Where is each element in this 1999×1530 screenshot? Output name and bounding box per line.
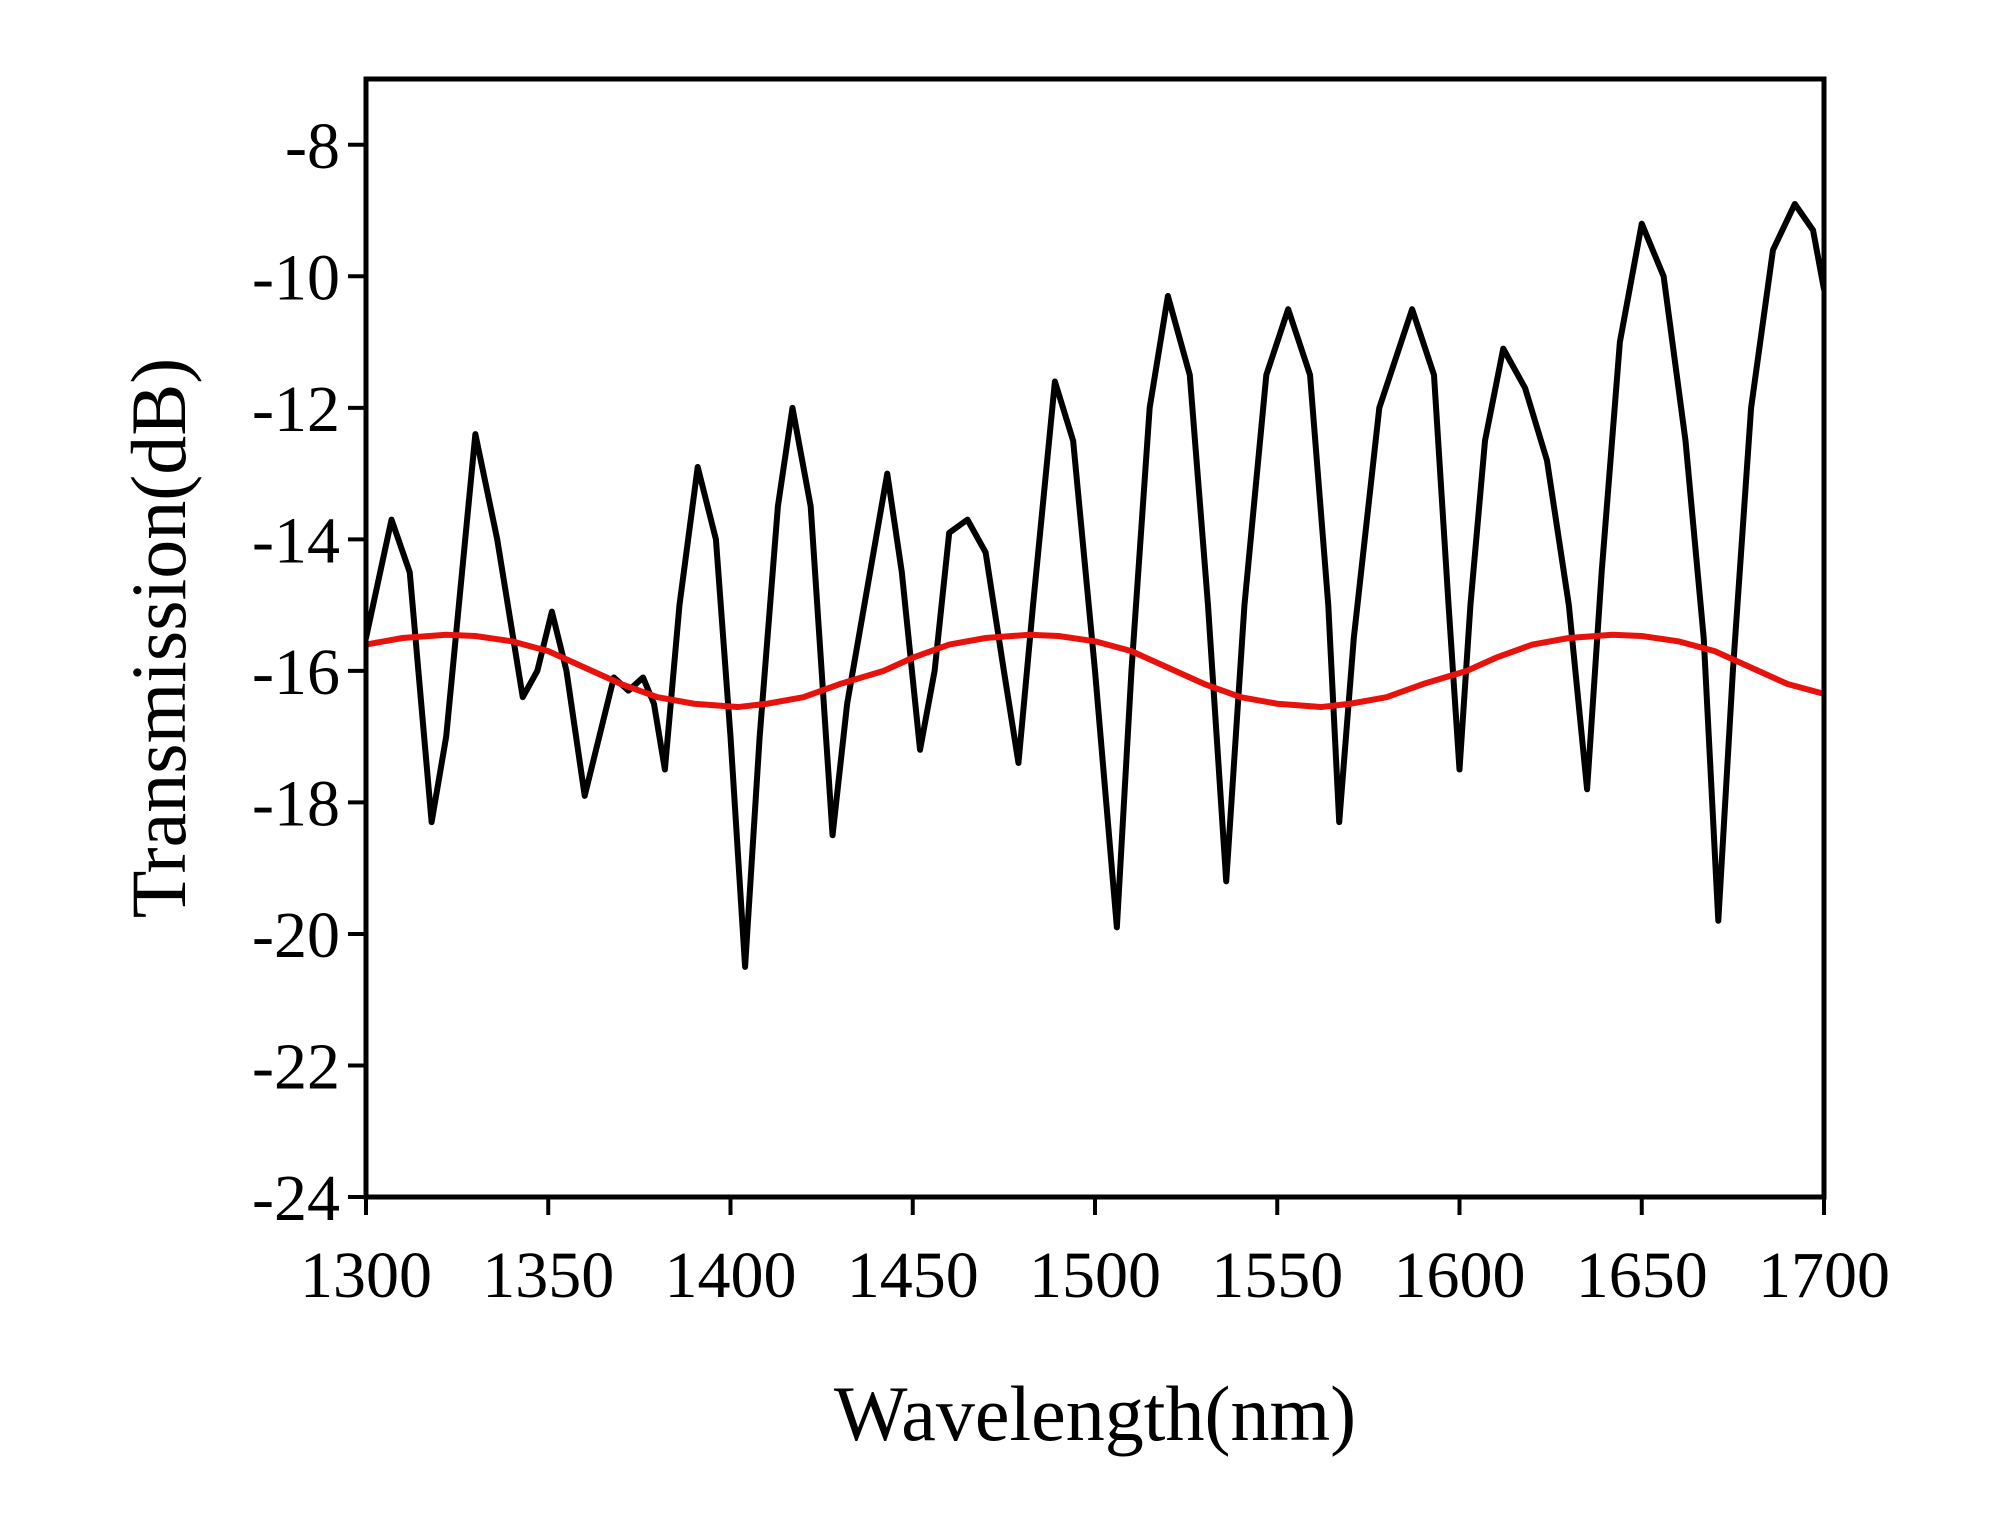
x-tick-label: 1350 (482, 1239, 614, 1312)
y-tick-label: -10 (252, 241, 340, 314)
x-tick-label: 1700 (1758, 1239, 1890, 1312)
x-tick-label: 1300 (300, 1239, 432, 1312)
plot-frame (363, 76, 1827, 1200)
series-line (366, 631, 1824, 711)
x-tick-label: 1550 (1211, 1239, 1343, 1312)
series-line (366, 200, 1824, 970)
x-tick-label: 1450 (847, 1239, 979, 1312)
x-tick-label: 1600 (1394, 1239, 1526, 1312)
y-tick-label: -12 (252, 373, 340, 446)
y-tick-label: -22 (252, 1030, 340, 1103)
y-tick-label: -8 (285, 110, 340, 183)
y-axis-title: Transmission(dB) (115, 358, 202, 919)
y-tick-label: -16 (252, 636, 340, 709)
x-tick-label: 1400 (665, 1239, 797, 1312)
y-tick-label: -14 (252, 504, 340, 577)
x-tick-label: 1650 (1576, 1239, 1708, 1312)
y-tick-label: -24 (252, 1162, 340, 1235)
y-tick-label: -20 (252, 899, 340, 972)
y-tick-label: -18 (252, 767, 340, 840)
x-axis-title: Wavelength(nm) (834, 1370, 1356, 1457)
x-tick-label: 1500 (1029, 1239, 1161, 1312)
